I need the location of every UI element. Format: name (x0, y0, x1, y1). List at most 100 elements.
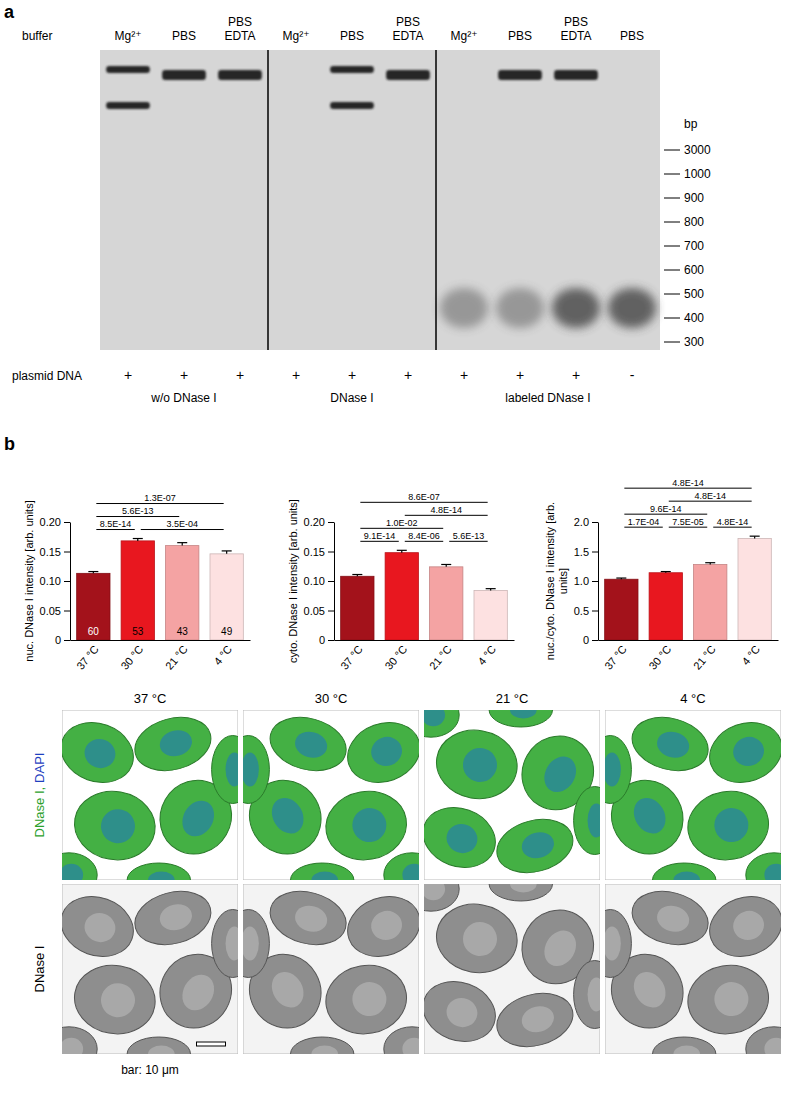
lane-label: PBS (340, 29, 364, 43)
cell-body (62, 887, 142, 967)
cell-nucleus (62, 1038, 83, 1054)
lane-label: PBS (508, 29, 532, 43)
cell (291, 863, 354, 880)
p-value-label: 9.6E-14 (650, 504, 682, 514)
cell (653, 863, 716, 880)
y-tick-mark (592, 552, 598, 553)
column-title: 21 °C (496, 691, 529, 706)
panel-label: b (4, 434, 15, 454)
error-bar (486, 589, 496, 591)
cell-nucleus (424, 884, 445, 900)
row-label-part: DAPI (32, 753, 47, 783)
cell-nucleus (311, 1046, 338, 1055)
cell-nucleus (98, 806, 137, 845)
cell-nucleus (605, 927, 621, 961)
y-tick: 0.05 (304, 605, 334, 617)
significance-bracket (669, 501, 752, 502)
x-tick: 30 °C (382, 643, 409, 672)
gel-header: buffer (22, 29, 52, 43)
cell-body (701, 713, 781, 793)
cell-body (489, 710, 552, 727)
ladder-tick (664, 270, 680, 271)
cell-nucleus (148, 872, 175, 881)
plasmid-mark: + (236, 367, 244, 383)
cell-nucleus (729, 907, 768, 945)
x-tick-label: 37 °C (602, 643, 629, 672)
y-axis-title-line: nuc. DNase I intensity [arb. units] (23, 500, 35, 661)
y-axis-title: nuc./cyto. DNase I intensity [arb.units] (544, 502, 569, 660)
group-label: labeled DNase I (505, 391, 590, 405)
cell-nucleus (424, 710, 445, 726)
ladder-tick (664, 198, 680, 199)
cell (320, 959, 412, 1040)
y-tick-label: 0 (319, 634, 325, 646)
plot-area (77, 539, 244, 640)
cell (574, 961, 600, 1029)
cell-nucleus (628, 792, 672, 839)
p-value-label: 8.4E-06 (408, 531, 440, 541)
cell (339, 713, 419, 793)
y-axis-title-line: nuc./cyto. DNase I intensity [arb. (544, 502, 556, 660)
cell-body (605, 736, 631, 804)
cell-nucleus (442, 820, 481, 858)
y-tick: 0 (583, 634, 598, 646)
p-value-label: 1.7E-04 (628, 517, 660, 527)
cell-nucleus (605, 753, 621, 787)
significance-bracket (713, 527, 751, 528)
cell (431, 898, 523, 979)
plot-area (341, 550, 508, 640)
error-bar (397, 550, 407, 552)
column-title: 37 °C (134, 691, 167, 706)
cell-nucleus (538, 751, 582, 798)
n-label: 53 (132, 626, 144, 637)
error-bar (352, 575, 362, 577)
bar (738, 539, 771, 640)
ladder-label: 400 (684, 311, 704, 325)
cell-nucleus (98, 980, 137, 1019)
p-value-label: 3.5E-04 (166, 519, 198, 529)
cell (69, 785, 161, 866)
cell (605, 736, 631, 804)
bar (385, 553, 418, 640)
cell-nucleus (350, 805, 389, 844)
x-tick-label: 4 °C (739, 643, 762, 667)
row-label-part: DNase I (32, 946, 47, 993)
y-tick-mark (64, 640, 70, 641)
x-tick-label: 21 °C (691, 643, 718, 672)
error-cap (133, 538, 143, 539)
significance-bracket (624, 527, 662, 528)
y-axis-title: cyto. DNase I intensity [arb. units] (287, 499, 299, 663)
cell-nucleus (292, 728, 330, 761)
cell (384, 853, 419, 880)
significance-bracket (141, 529, 224, 530)
gel-band (106, 102, 150, 109)
y-tick-label: 0.10 (304, 575, 325, 587)
y-axis-line (70, 523, 71, 641)
y-tick: 1.0 (574, 575, 598, 587)
scale-bar-label: bar: 10 μm (121, 1063, 179, 1077)
cell-body (320, 785, 412, 866)
x-tick-label: 37 °C (338, 643, 365, 672)
cell (491, 985, 579, 1054)
cell-nucleus (266, 792, 310, 839)
y-tick: 1.5 (574, 546, 598, 558)
micrograph (62, 884, 238, 1054)
cell-nucleus (764, 864, 781, 880)
ladder-tick (664, 294, 680, 295)
error-bar (133, 539, 143, 541)
gel-panel: bufferMg²⁺+PBS+PBSEDTA+Mg²⁺+PBS+PBSEDTA+… (12, 15, 711, 405)
gel-band (106, 66, 150, 73)
cell-body (69, 785, 161, 866)
y-tick-label: 0.05 (304, 605, 325, 617)
x-axis: 37 °C30 °C21 °C4 °C (335, 641, 515, 672)
cell-body (291, 1037, 354, 1054)
ladder-unit: bp (684, 117, 698, 131)
cell-nucleus (654, 902, 692, 935)
cell-body (491, 985, 579, 1054)
p-value-label: 8.6E-07 (408, 492, 440, 502)
error-cap (750, 536, 760, 537)
plasmid-mark: + (572, 367, 580, 383)
plasmid-mark: + (460, 367, 468, 383)
ladder-label: 700 (684, 239, 704, 253)
cell-nucleus (157, 727, 195, 760)
